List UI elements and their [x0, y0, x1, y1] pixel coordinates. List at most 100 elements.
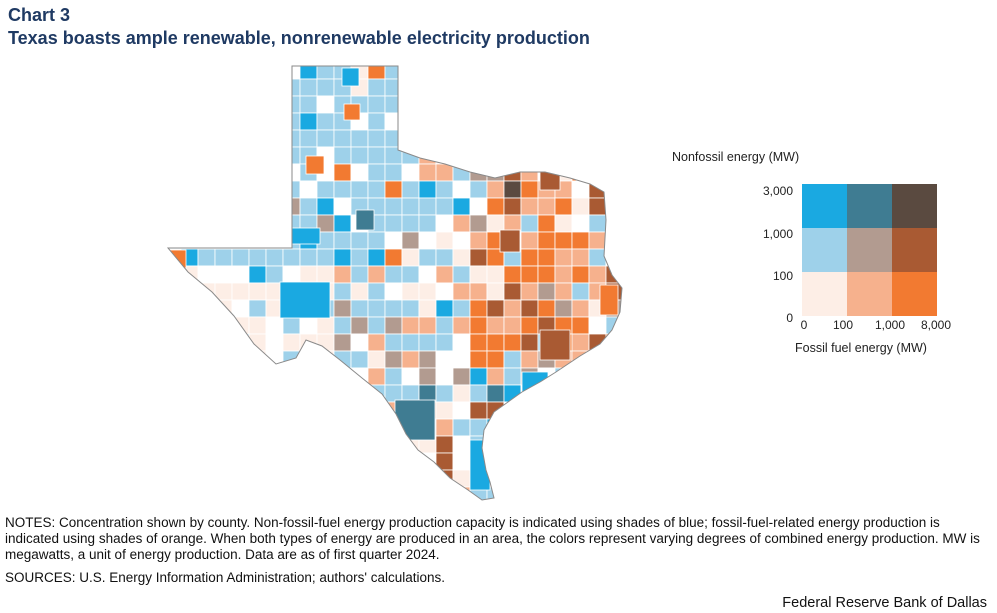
county-cell	[384, 112, 403, 131]
county-cell	[180, 66, 199, 80]
county-cell	[231, 248, 250, 267]
county-cell	[623, 147, 640, 164]
county-cell	[333, 350, 352, 369]
county-cell	[503, 333, 522, 352]
legend-y-tick: 100	[772, 269, 793, 283]
county-cell	[623, 385, 640, 402]
county-cell	[401, 66, 420, 80]
county-cell	[469, 299, 488, 318]
county-cell	[180, 78, 199, 97]
county-cell	[418, 214, 437, 233]
county-cell	[537, 384, 556, 403]
county-cell	[452, 469, 471, 488]
county-cell	[588, 384, 607, 403]
county-cell	[299, 435, 318, 454]
county-cell	[265, 452, 284, 471]
county-cell	[571, 66, 590, 80]
county-cell	[180, 316, 199, 335]
county-cell	[316, 78, 335, 97]
county-cell	[623, 113, 640, 130]
county-cell	[623, 351, 640, 368]
county-cell	[401, 316, 420, 335]
county-cell	[265, 384, 284, 403]
county-cell	[367, 418, 386, 437]
county-cell	[520, 95, 539, 114]
county-cell	[197, 367, 216, 386]
county-cell	[435, 129, 454, 148]
county-cell	[623, 334, 640, 351]
county-cell	[623, 453, 640, 470]
county-cell	[305, 155, 325, 175]
county-cell	[452, 401, 471, 420]
county-cell	[520, 231, 539, 250]
county-cell	[554, 214, 573, 233]
county-cell	[401, 112, 420, 131]
county-cell	[197, 282, 216, 301]
county-cell	[350, 350, 369, 369]
county-cell	[588, 214, 607, 233]
county-cell	[197, 469, 216, 488]
county-cell	[214, 333, 233, 352]
county-cell	[180, 112, 199, 131]
county-cell	[520, 265, 539, 284]
county-cell	[520, 418, 539, 437]
county-cell	[168, 265, 182, 284]
county-cell	[299, 78, 318, 97]
county-cell	[418, 66, 437, 80]
county-cell	[279, 281, 331, 319]
county-cell	[197, 129, 216, 148]
county-cell	[571, 299, 590, 318]
county-cell	[282, 452, 301, 471]
county-cell	[367, 350, 386, 369]
county-cell	[486, 282, 505, 301]
county-cell	[401, 486, 420, 500]
county-cell	[248, 452, 267, 471]
county-cell	[605, 333, 622, 352]
county-cell	[299, 180, 318, 199]
county-cell	[316, 66, 335, 80]
county-cell	[350, 401, 369, 420]
county-cell	[571, 367, 590, 386]
legend-x-tick: 100	[832, 318, 854, 332]
county-cell	[452, 197, 471, 216]
county-cell	[394, 399, 436, 441]
county-cell	[197, 231, 216, 250]
county-cell	[333, 146, 352, 165]
county-cell	[503, 265, 522, 284]
county-cell	[168, 299, 182, 318]
legend-cell	[892, 228, 937, 272]
county-cell	[384, 452, 403, 471]
county-cell	[401, 248, 420, 267]
county-cell	[180, 435, 199, 454]
county-cell	[214, 146, 233, 165]
county-cell	[418, 197, 437, 216]
county-cell	[265, 95, 284, 114]
county-cell	[350, 129, 369, 148]
county-cell	[231, 435, 250, 454]
county-cell	[554, 95, 573, 114]
county-cell	[588, 333, 607, 352]
county-cell	[265, 350, 284, 369]
county-cell	[435, 367, 454, 386]
county-cell	[214, 265, 233, 284]
county-cell	[214, 163, 233, 182]
county-cell	[168, 95, 182, 114]
county-cell	[350, 163, 369, 182]
county-cell	[197, 66, 216, 80]
county-cell	[452, 180, 471, 199]
county-cell	[537, 66, 556, 80]
county-cell	[384, 248, 403, 267]
county-cell	[469, 197, 488, 216]
county-cell	[623, 470, 640, 487]
county-cell	[435, 384, 454, 403]
county-cell	[214, 180, 233, 199]
county-cell	[605, 197, 622, 216]
county-cell	[231, 367, 250, 386]
county-cell	[180, 282, 199, 301]
county-cell	[588, 180, 607, 199]
county-cell	[486, 180, 505, 199]
county-cell	[571, 163, 590, 182]
county-cell	[486, 418, 505, 437]
county-cell	[503, 112, 522, 131]
county-cell	[469, 95, 488, 114]
